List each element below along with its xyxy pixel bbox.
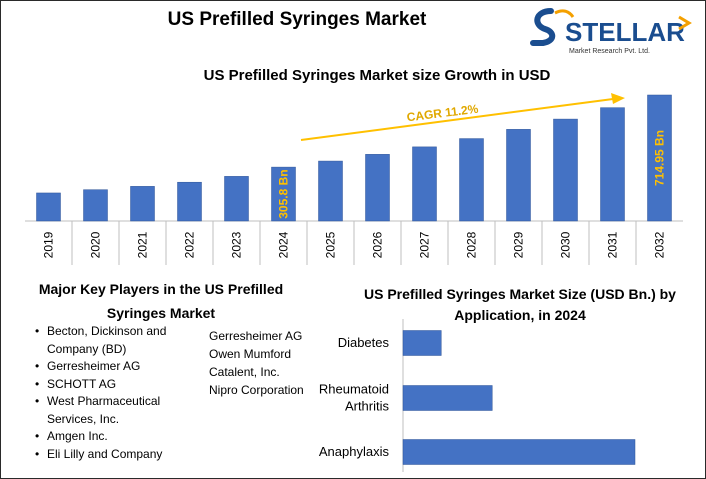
x-tick-label: 2028 [465, 231, 479, 258]
growth-bar-2027 [412, 146, 437, 222]
x-tick-label: 2022 [183, 231, 197, 258]
list-item: West Pharmaceutical Services, Inc. [35, 393, 185, 428]
cagr-arrowhead [611, 93, 625, 104]
x-tick-label: 2029 [512, 231, 526, 258]
growth-bar-2023 [224, 176, 249, 222]
page-title: US Prefilled Syringes Market [167, 9, 427, 30]
key-players-list-2: Gerresheimer AG Owen Mumford Catalent, I… [209, 327, 339, 399]
x-tick-label: 2031 [606, 231, 620, 258]
application-bar-rheumatoid-arthritis [402, 385, 493, 411]
stellar-logo: STELLAR Market Research Pvt. Ltd. [530, 8, 692, 55]
growth-bar-2032 [647, 94, 672, 222]
key-players-title: Major Key Players in the US Prefilled Sy… [38, 281, 284, 321]
x-tick-label: 2021 [136, 231, 150, 258]
list-item: Amgen Inc. [35, 428, 185, 446]
list-item: Becton, Dickinson and Company (BD) [35, 323, 185, 358]
growth-chart-title: US Prefilled Syringes Market size Growth… [203, 67, 551, 84]
growth-bar-2031 [600, 107, 625, 222]
data-label-2032: 714.95 Bn [653, 130, 667, 186]
growth-bar-2022 [177, 181, 202, 222]
growth-bar-2019 [36, 192, 61, 222]
x-tick-label: 2027 [418, 231, 432, 258]
x-tick-label: 2020 [89, 231, 103, 258]
growth-bar-2020 [83, 189, 108, 222]
list-item: Gerresheimer AG [209, 329, 303, 343]
list-item: Gerresheimer AG [35, 358, 185, 376]
y-tick-label: Anaphylaxis [319, 444, 390, 459]
growth-bar-2025 [318, 160, 343, 222]
x-tick-label: 2024 [277, 231, 291, 258]
application-chart-title: US Prefilled Syringes Market Size (USD B… [364, 286, 676, 323]
list-item: Eli Lilly and Company [35, 446, 185, 464]
growth-bar-2029 [506, 129, 531, 222]
list-item: Catalent, Inc. [209, 365, 280, 379]
key-players-list: Becton, Dickinson and Company (BD) Gerre… [35, 323, 185, 463]
x-tick-label: 2023 [230, 231, 244, 258]
growth-bar-2026 [365, 154, 390, 222]
application-bar-anaphylaxis [402, 439, 636, 465]
data-label-2024: 305.8 Bn [277, 169, 291, 218]
y-tick-label: Rheumatoid Arthritis [319, 382, 390, 414]
logo-subtext: Market Research Pvt. Ltd. [569, 48, 650, 55]
list-item: SCHOTT AG [35, 376, 185, 394]
list-item: Nipro Corporation [209, 383, 304, 397]
growth-bar-2028 [459, 138, 484, 222]
growth-bar-2030 [553, 118, 578, 222]
x-tick-label: 2025 [324, 231, 338, 258]
y-tick-label: Diabetes [338, 335, 390, 350]
application-bar-diabetes [402, 330, 442, 356]
x-tick-label: 2032 [653, 231, 667, 258]
x-tick-label: 2030 [559, 231, 573, 258]
growth-bar-2021 [130, 186, 155, 222]
logo-text: STELLAR [565, 17, 685, 47]
growth-chart-plot [25, 220, 683, 265]
x-tick-label: 2019 [42, 231, 56, 258]
cagr-annotation: CAGR 11.2% [300, 93, 625, 141]
x-tick-label: 2026 [371, 231, 385, 258]
list-item: Owen Mumford [209, 347, 292, 361]
growth-bar-2024 [271, 166, 296, 222]
